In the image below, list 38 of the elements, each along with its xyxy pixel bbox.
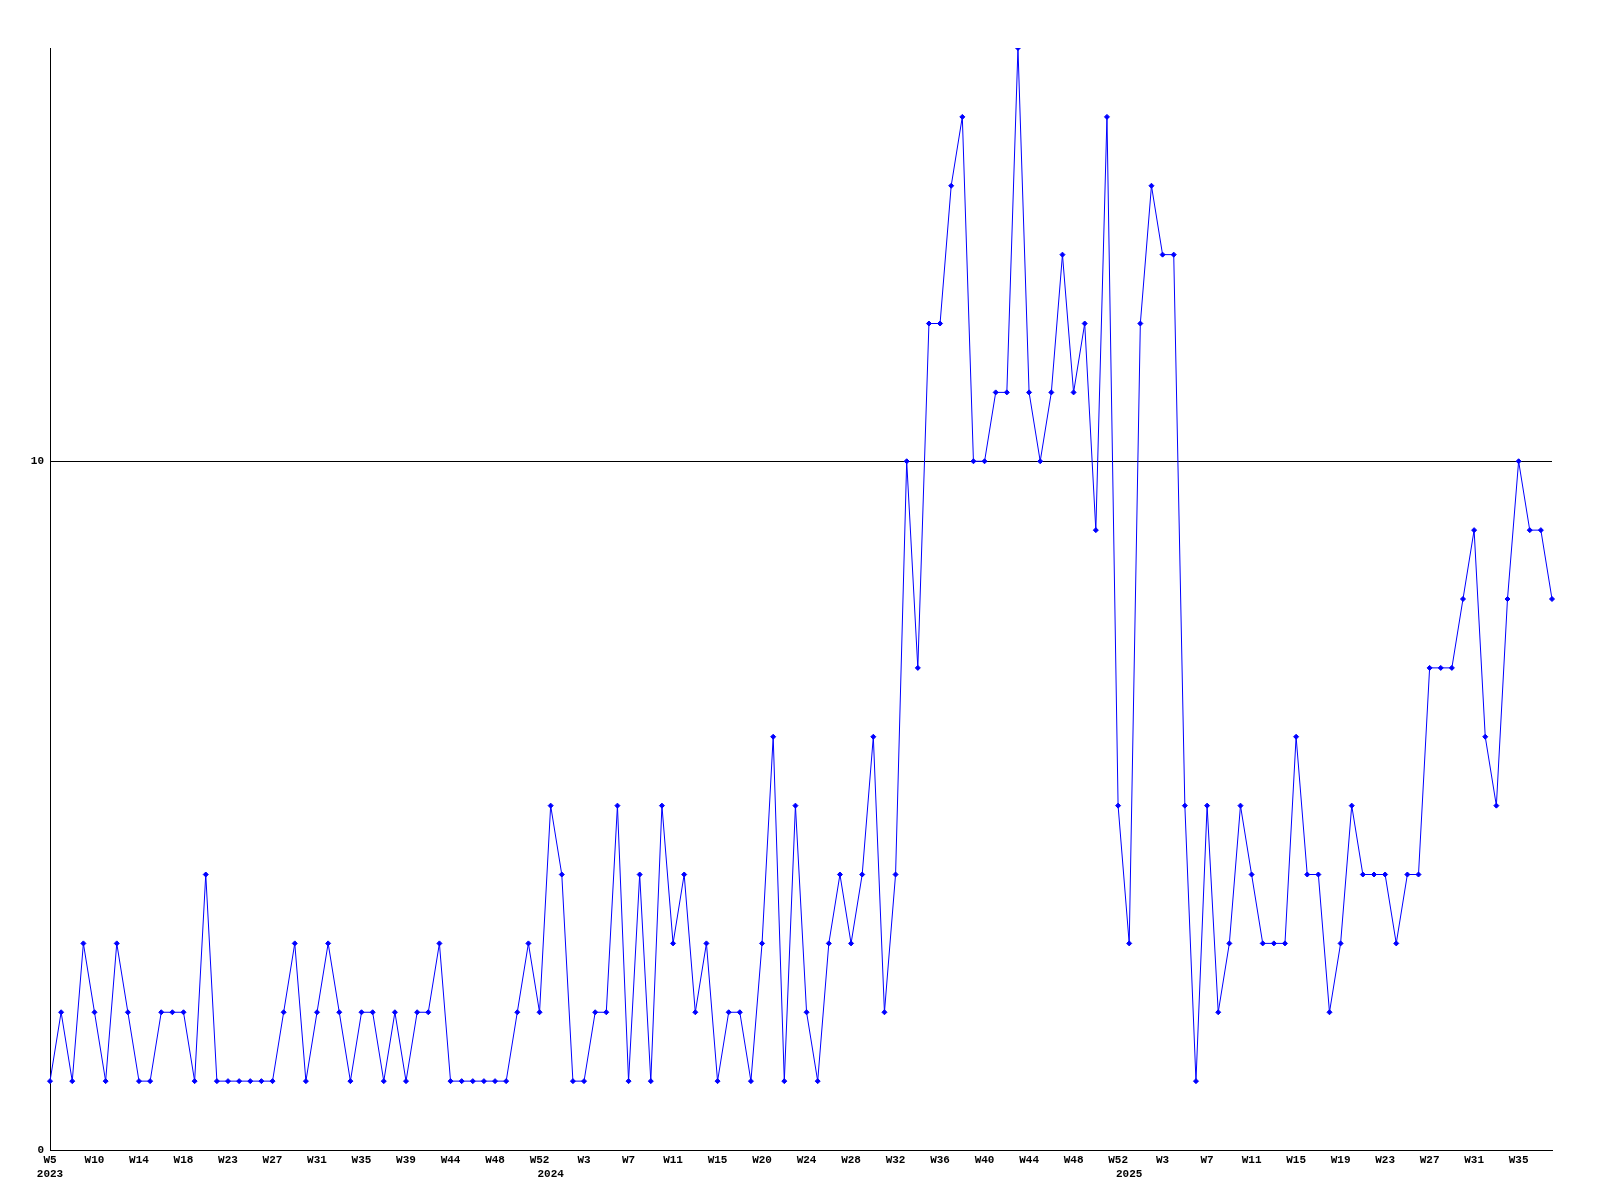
x-tick-label: W31	[307, 1154, 328, 1167]
x-tick-label: W7	[621, 1154, 636, 1167]
x-tick-label: W15	[707, 1154, 728, 1167]
x-tick-label: W18	[173, 1154, 194, 1167]
x-tick-label: W3	[577, 1154, 592, 1167]
x-tick-label: W19	[1330, 1154, 1351, 1167]
x-tick-label: W15	[1286, 1154, 1307, 1167]
x-tick-label: W11	[1241, 1154, 1262, 1167]
x-tick-label: W35	[1508, 1154, 1529, 1167]
x-tick-label: W44	[1019, 1154, 1040, 1167]
x-tick-label: W52	[1108, 1154, 1128, 1167]
x-tick-label: W31	[1464, 1154, 1485, 1167]
x-tick-label: W36	[930, 1154, 950, 1167]
x-tick-label: W23	[218, 1154, 239, 1167]
x-tick-label: W28	[841, 1154, 862, 1167]
y-tick-label: 0	[37, 1143, 44, 1156]
x-tick-label: W44	[440, 1154, 461, 1167]
x-tick-label: W39	[396, 1154, 416, 1167]
x-tick-label: W48	[485, 1154, 506, 1167]
x-tick-label: W24	[796, 1154, 817, 1167]
x-tick-label: W40	[974, 1154, 995, 1167]
x-tick-label: W5 2023	[36, 1154, 64, 1180]
x-tick-label: W35	[351, 1154, 372, 1167]
x-tick-label: W32	[885, 1154, 906, 1167]
x-tick-label: 2024	[537, 1167, 565, 1180]
x-tick-label: W48	[1063, 1154, 1084, 1167]
x-tick-label: W7	[1200, 1154, 1214, 1167]
x-tick-label: 2025	[1116, 1167, 1143, 1180]
x-tick-label: W11	[663, 1154, 684, 1167]
y-tick-label: 10	[30, 455, 44, 468]
x-tick-label: W27	[262, 1154, 283, 1167]
x-tick-label: W23	[1375, 1154, 1396, 1167]
x-tick-label: W27	[1419, 1154, 1440, 1167]
x-tick-label: W3	[1155, 1154, 1170, 1167]
x-tick-label: W14	[129, 1154, 150, 1167]
x-tick-label: W20	[752, 1154, 772, 1167]
x-tick-label: W52	[529, 1154, 550, 1167]
x-tick-label: W10	[84, 1154, 105, 1167]
